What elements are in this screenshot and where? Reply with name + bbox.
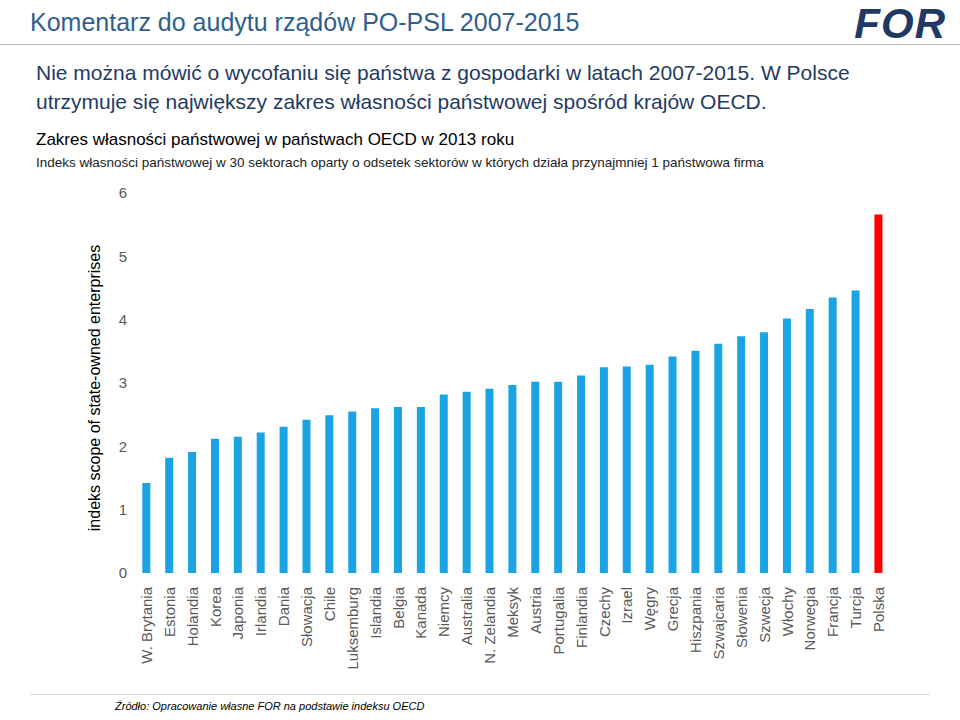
- svg-text:Niemcy: Niemcy: [435, 587, 452, 638]
- svg-text:Szwajcaria: Szwajcaria: [710, 586, 727, 659]
- svg-text:Estonia: Estonia: [161, 586, 178, 637]
- svg-text:4: 4: [119, 311, 127, 328]
- svg-text:2: 2: [119, 438, 127, 455]
- svg-text:Szwecja: Szwecja: [756, 586, 773, 643]
- html-text:Źródło: Opracowanie własne FOR: Źródło: Opracowanie własne FOR na podsta…: [115, 700, 425, 712]
- html-text:FOR: FOR: [854, 0, 946, 47]
- svg-text:Słowenia: Słowenia: [733, 586, 750, 648]
- svg-text:Holandia: Holandia: [184, 586, 201, 646]
- svg-text:Słowacja: Słowacja: [298, 586, 315, 647]
- svg-text:Belgia: Belgia: [390, 586, 407, 628]
- svg-text:Włochy: Włochy: [779, 587, 796, 637]
- svg-text:Luksemburg: Luksemburg: [344, 587, 361, 670]
- svg-text:W. Brytania: W. Brytania: [138, 586, 155, 663]
- svg-text:5: 5: [119, 248, 127, 265]
- svg-text:3: 3: [119, 374, 127, 391]
- svg-text:Austria: Austria: [527, 586, 544, 633]
- svg-text:Japonia: Japonia: [229, 586, 246, 639]
- svg-text:6: 6: [119, 184, 127, 201]
- svg-text:Turcja: Turcja: [847, 586, 864, 628]
- svg-text:1: 1: [119, 501, 127, 518]
- svg-text:Korea: Korea: [207, 586, 224, 627]
- svg-text:Węgry: Węgry: [641, 587, 658, 631]
- svg-text:Francja: Francja: [824, 586, 841, 637]
- svg-text:Izrael: Izrael: [618, 587, 635, 624]
- html-text:Zakres własności państwowej w: Zakres własności państwowej w państwach …: [36, 130, 515, 149]
- svg-text:N. Zelandia: N. Zelandia: [481, 586, 498, 663]
- svg-text:Dania: Dania: [275, 586, 292, 626]
- svg-text:Chile: Chile: [321, 587, 338, 621]
- svg-text:Norwegia: Norwegia: [801, 586, 818, 650]
- svg-text:Czechy: Czechy: [596, 587, 613, 638]
- svg-text:Polska: Polska: [870, 586, 887, 632]
- svg-text:Meksyk: Meksyk: [504, 587, 521, 638]
- svg-text:Hiszpania: Hiszpania: [687, 586, 704, 653]
- svg-text:Portugalia: Portugalia: [550, 586, 567, 654]
- svg-text:Kanada: Kanada: [412, 586, 429, 638]
- html-text:Indeks własności państwowej w: Indeks własności państwowej w 30 sektora…: [36, 155, 764, 170]
- html-text:Nie można mówić o wycofaniu si: Nie można mówić o wycofaniu się państwa …: [36, 61, 850, 113]
- svg-text:Grecja: Grecja: [664, 586, 681, 631]
- svg-text:Irlandia: Irlandia: [252, 586, 269, 636]
- html-text:Komentarz do audytu rządów PO-: Komentarz do audytu rządów PO-PSL 2007-2…: [30, 8, 580, 36]
- svg-text:Australia: Australia: [458, 586, 475, 645]
- svg-text:Islandia: Islandia: [367, 586, 384, 638]
- svg-text:Finlandia: Finlandia: [573, 586, 590, 648]
- svg-text:0: 0: [119, 564, 127, 581]
- html-text:indeks scope of state-owned en: indeks scope of state-owned enterprises: [86, 244, 103, 532]
